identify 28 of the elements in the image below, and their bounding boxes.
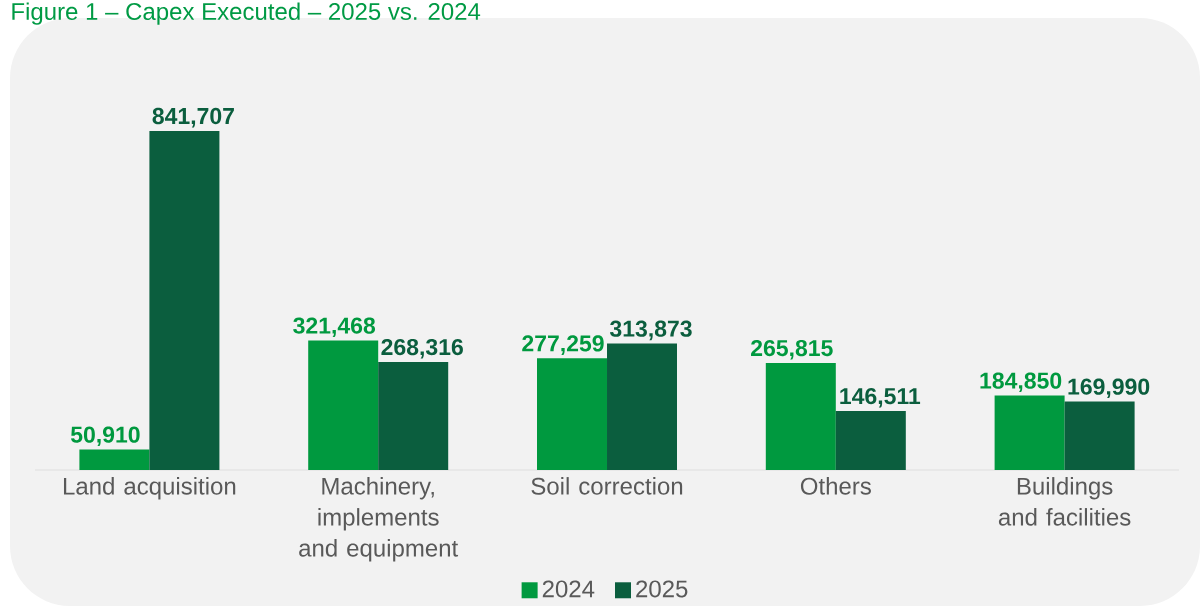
bar (607, 343, 677, 470)
bar (308, 340, 379, 470)
bar (994, 395, 1065, 470)
bar (79, 449, 150, 470)
bar (537, 358, 608, 470)
x-tick-label: Machinery, implements and equipment (299, 477, 459, 562)
chart-title: Figure 1 – Capex Executed – 2025 vs. 2024 (12, 2, 481, 25)
bar (149, 130, 220, 470)
x-tick-label: Soil correction (531, 477, 683, 495)
data-label: 321,468 (293, 317, 376, 338)
data-label: 277,259 (522, 335, 604, 355)
x-tick-label: Others (800, 477, 871, 495)
x-tick-label: Land acquisition (63, 477, 236, 500)
bar (378, 361, 449, 470)
data-label: 313,873 (609, 320, 692, 341)
data-label: 184,850 (980, 372, 1062, 393)
data-label: 265,815 (751, 339, 833, 360)
data-label: 169,990 (1068, 378, 1150, 399)
data-label: 268,316 (381, 338, 463, 359)
data-label: 50,910 (70, 426, 140, 447)
legend-label: 2025 (636, 580, 688, 598)
bar (765, 362, 836, 470)
data-label: 841,707 (152, 107, 234, 128)
x-tick-label: Buildings and facilities (998, 477, 1131, 526)
bar (1064, 401, 1135, 470)
legend-label: 2024 (542, 580, 595, 598)
bar (835, 410, 906, 470)
data-label: 146,511 (840, 387, 921, 408)
